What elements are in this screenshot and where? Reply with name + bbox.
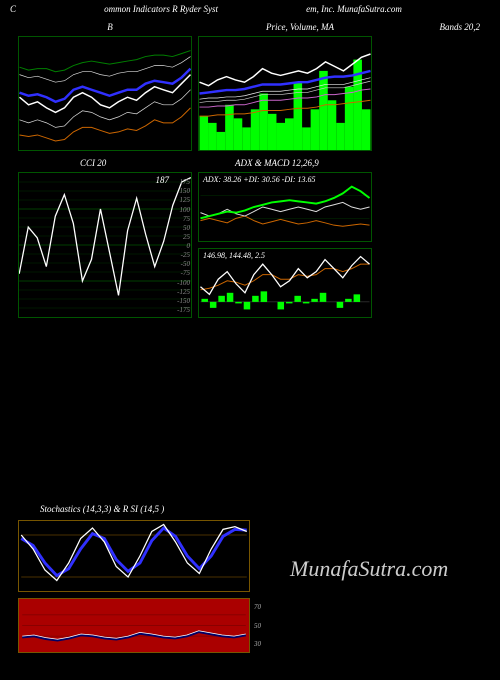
adx-label: ADX: 38.26 +DI: 30.56 -DI: 13.65 [203, 175, 316, 184]
stoch-rsi-title: Stochastics (14,3,3) & R SI (14,5 ) [40, 504, 460, 514]
bollinger-chart [19, 37, 191, 150]
price-ma-title: Price, Volume, MA [210, 22, 390, 32]
cci-panel: 175150125 1007550250-25-50-75 -100-125-150… [18, 172, 192, 318]
rsi-y-70: 70 [254, 603, 261, 611]
cci-chart [19, 173, 191, 317]
cci-tick: 0 [187, 242, 191, 250]
bollinger-title: B [10, 22, 210, 32]
macd-panel: 146.98, 144.48, 2.5 [198, 248, 372, 318]
page-header: C ommon Indicators R Ryder Syst em, Inc.… [0, 0, 500, 18]
cci-tick: -125 [177, 288, 190, 296]
cci-tick: 50 [183, 224, 190, 232]
cci-current-value: 187 [156, 175, 170, 185]
stochastics-panel [18, 520, 250, 592]
cci-tick: -100 [177, 279, 190, 287]
header-center-left: ommon Indicators R Ryder Syst [104, 4, 218, 14]
adx-macd-title: ADX & MACD 12,26,9 [235, 158, 319, 168]
adx-panel: ADX: 38.26 +DI: 30.56 -DI: 13.65 [198, 172, 372, 242]
cci-tick: 175 [180, 178, 191, 186]
cci-tick: -50 [181, 260, 190, 268]
macd-label: 146.98, 144.48, 2.5 [203, 251, 265, 260]
price-volume-chart [199, 37, 371, 150]
cci-tick: 100 [180, 206, 191, 214]
cci-title: CCI 20 [80, 158, 106, 168]
cci-tick: 25 [183, 233, 190, 241]
row1-titles: B Price, Volume, MA Bands 20,2 [0, 22, 500, 32]
cci-tick: -25 [181, 251, 190, 259]
cci-tick: 125 [180, 196, 191, 204]
cci-tick: 150 [180, 187, 191, 195]
rsi-panel [18, 598, 250, 653]
rsi-chart [19, 599, 249, 652]
header-center-right: em, Inc. MunafaSutra.com [306, 4, 402, 14]
bollinger-panel [18, 36, 192, 151]
price-volume-panel [198, 36, 372, 151]
bands-title: Bands 20,2 [390, 22, 490, 32]
rsi-y-30: 30 [254, 640, 261, 648]
cci-tick: -175 [177, 306, 190, 314]
rsi-y-50: 50 [254, 622, 261, 630]
cci-tick: -75 [181, 269, 190, 277]
stochastics-chart [19, 521, 249, 591]
cci-tick: 75 [183, 215, 190, 223]
cci-tick: -150 [177, 297, 190, 305]
watermark: MunafaSutra.com [290, 556, 448, 582]
header-left: C [10, 4, 16, 14]
